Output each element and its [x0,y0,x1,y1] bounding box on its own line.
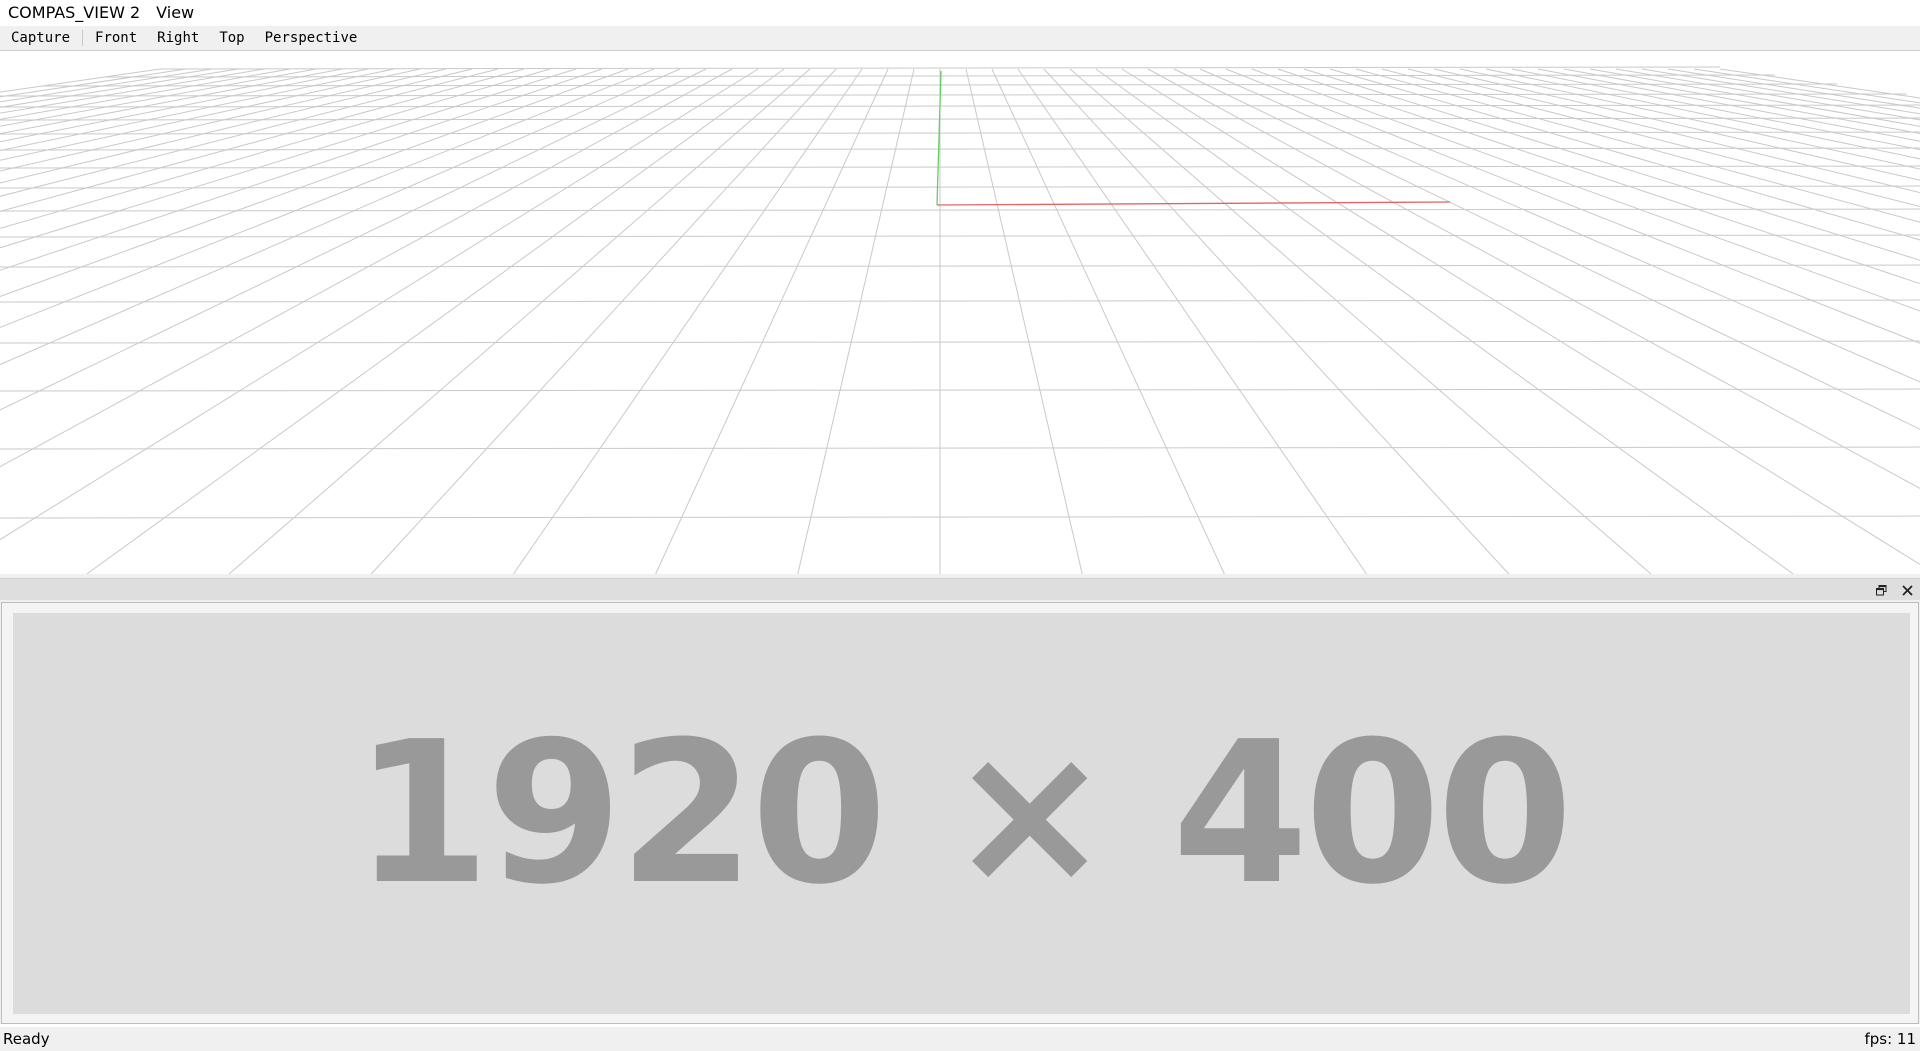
grid-line [1069,68,1652,574]
grid-line [1225,68,1920,344]
grid-line [0,117,1920,121]
grid-lines [0,66,1920,574]
toolbar-separator [82,30,84,46]
fps-counter: fps: 11 [1864,1030,1916,1048]
grid-line [0,104,1920,108]
grid-line [0,68,161,93]
grid-line [0,68,629,297]
grid-line [1563,68,1920,134]
capture-button[interactable]: Capture [11,30,71,46]
grid-line [0,68,395,152]
menu-app-title[interactable]: COMPAS_VIEW 2 [8,3,141,22]
grid-line [0,165,1920,169]
grid-line [1459,68,1920,170]
grid-line [0,68,655,328]
status-bar: Ready fps: 11 [0,1027,1920,1051]
placeholder-image: 1920 × 400 [13,613,1910,1014]
grid-line [1329,68,1920,241]
grid-line [1017,68,1367,574]
grid-line [0,147,1920,151]
grid-line [0,515,1920,519]
y-axis-line [936,70,942,206]
menu-view[interactable]: View [156,3,195,22]
dock-content-frame: 1920 × 400 [1,602,1919,1024]
grid-line [0,68,603,271]
dock-widget: 1920 × 400 [0,578,1920,1024]
grid-line [0,68,213,103]
grid-line [228,68,811,574]
splitter-handle[interactable] [0,574,1920,578]
perspective-view-button[interactable]: Perspective [264,30,358,46]
placeholder-dimensions-text: 1920 × 400 [353,699,1573,928]
grid-line [0,234,1920,238]
grid-line [1407,68,1920,194]
grid-line [655,68,889,574]
grid-line [0,185,1920,189]
grid-line [0,68,473,184]
grid-line [1433,68,1920,181]
grid-line [1667,68,1920,109]
grid-line [159,66,1721,70]
grid-line [1121,68,1920,566]
grid-line [1485,68,1920,160]
status-message: Ready [3,1030,50,1048]
front-view-button[interactable]: Front [95,30,138,46]
grid-line [86,68,785,574]
grid-line [513,68,863,574]
grid-line [370,68,837,574]
grid-line [0,131,1920,135]
grid-line [1043,68,1510,574]
grid-line [991,68,1225,574]
dock-title-bar[interactable] [0,578,1920,600]
grid-line [1277,68,1920,285]
grid-line [1381,68,1920,208]
grid-line [965,68,1083,574]
3d-viewport[interactable] [0,51,1920,574]
grid-line [0,68,681,366]
grid-line [1589,68,1920,127]
grid-line [1199,68,1920,383]
grid-line [0,68,447,172]
grid-line [0,340,1920,344]
grid-line [0,93,1907,97]
right-view-button[interactable]: Right [157,30,200,46]
grid-line [1537,68,1920,142]
grid-line [0,446,1920,450]
grid-line [0,388,1920,392]
ground-grid [0,66,1920,574]
menu-bar: COMPAS_VIEW 2 View [0,0,1920,26]
grid-line [1147,68,1920,489]
grid-line [0,264,1920,268]
grid-line [0,68,265,114]
grid-line [0,208,1920,212]
grid-line [1303,68,1920,261]
grid-line [0,68,551,229]
grid-line [0,68,499,197]
grid-line [1511,68,1920,151]
grid-line [0,299,1920,303]
grid-line [0,68,577,249]
grid-line [1173,68,1920,430]
grid-line [104,74,1776,78]
grid-line [0,68,733,468]
top-view-button[interactable]: Top [219,30,245,46]
grid-line [0,68,759,541]
grid-line [0,68,707,411]
grid-line [1719,68,1920,99]
toolbar: Capture Front Right Top Perspective [0,26,1920,51]
grid-line [1095,68,1794,574]
grid-line [1251,68,1920,312]
grid-line [0,68,343,135]
float-icon[interactable] [1872,581,1890,599]
grid-line [0,68,525,212]
grid-line [1615,68,1920,121]
grid-line [0,68,421,161]
x-axis-line [936,201,1451,206]
close-icon[interactable] [1898,581,1916,599]
grid-line [1355,68,1920,223]
grid-line [797,68,915,574]
